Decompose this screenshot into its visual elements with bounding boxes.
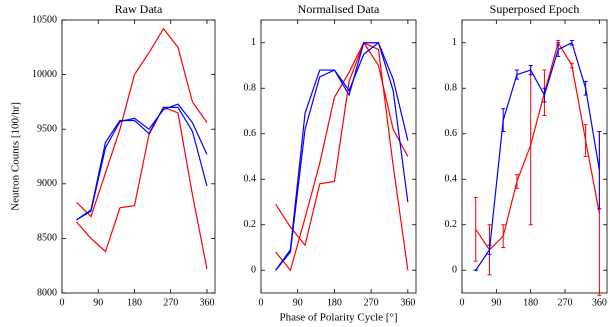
x-axis-label: Phase of Polarity Cycle [°] — [279, 312, 397, 324]
x-tick-label: 90 — [93, 297, 103, 308]
y-tick-label: 0.4 — [244, 174, 257, 185]
x-tick-label: 360 — [592, 297, 607, 308]
series-line — [275, 41, 409, 271]
y-tick-label: 0.6 — [445, 128, 458, 139]
x-tick-label: 180 — [127, 297, 142, 308]
x-tick-label: 270 — [364, 297, 379, 308]
series-line — [275, 41, 409, 271]
y-tick-label: 9000 — [37, 178, 57, 189]
series-line — [475, 41, 600, 251]
y-tick-label: 1 — [251, 37, 256, 48]
y-tick-label: 0.8 — [244, 83, 257, 94]
x-tick-label: 0 — [460, 297, 465, 308]
series-line — [475, 41, 600, 271]
x-tick-label: 180 — [523, 297, 538, 308]
subplot-title: Raw Data — [115, 2, 163, 16]
series-line — [275, 42, 409, 271]
subplot-title: Normalised Data — [298, 2, 380, 16]
axes-box — [260, 19, 417, 294]
x-tick-label: 270 — [163, 297, 178, 308]
series-line — [76, 106, 208, 221]
x-tick-label: 360 — [199, 297, 214, 308]
axes-box — [461, 19, 608, 294]
y-tick-label: 8000 — [37, 287, 57, 298]
x-tick-label: 360 — [400, 297, 415, 308]
x-tick-label: 180 — [327, 297, 342, 308]
y-tick-label: 0.6 — [244, 128, 257, 139]
y-tick-label: 8500 — [37, 233, 57, 244]
y-tick-label: 0.2 — [445, 219, 458, 230]
series-line — [275, 41, 409, 272]
x-tick-label: 0 — [259, 297, 264, 308]
x-tick-label: 90 — [491, 297, 501, 308]
series-line — [76, 106, 208, 270]
series-line — [76, 103, 208, 221]
y-tick-label: 1 — [452, 37, 457, 48]
series-line — [76, 27, 208, 218]
y-tick-label: 0 — [452, 265, 457, 276]
y-tick-label: 0.2 — [244, 219, 257, 230]
y-tick-label: 10000 — [32, 69, 57, 80]
y-tick-label: 9500 — [37, 123, 57, 134]
subplot-title: Superposed Epoch — [490, 2, 580, 16]
y-tick-label: 0.4 — [445, 174, 458, 185]
y-tick-label: 10500 — [32, 14, 57, 25]
y-tick-label: 0 — [251, 265, 256, 276]
y-axis-label: Neutron Counts [100/hr] — [10, 102, 22, 211]
x-tick-label: 90 — [293, 297, 303, 308]
axes-box — [61, 19, 216, 294]
y-tick-label: 0.8 — [445, 83, 458, 94]
x-tick-label: 0 — [60, 297, 65, 308]
x-tick-label: 270 — [558, 297, 573, 308]
